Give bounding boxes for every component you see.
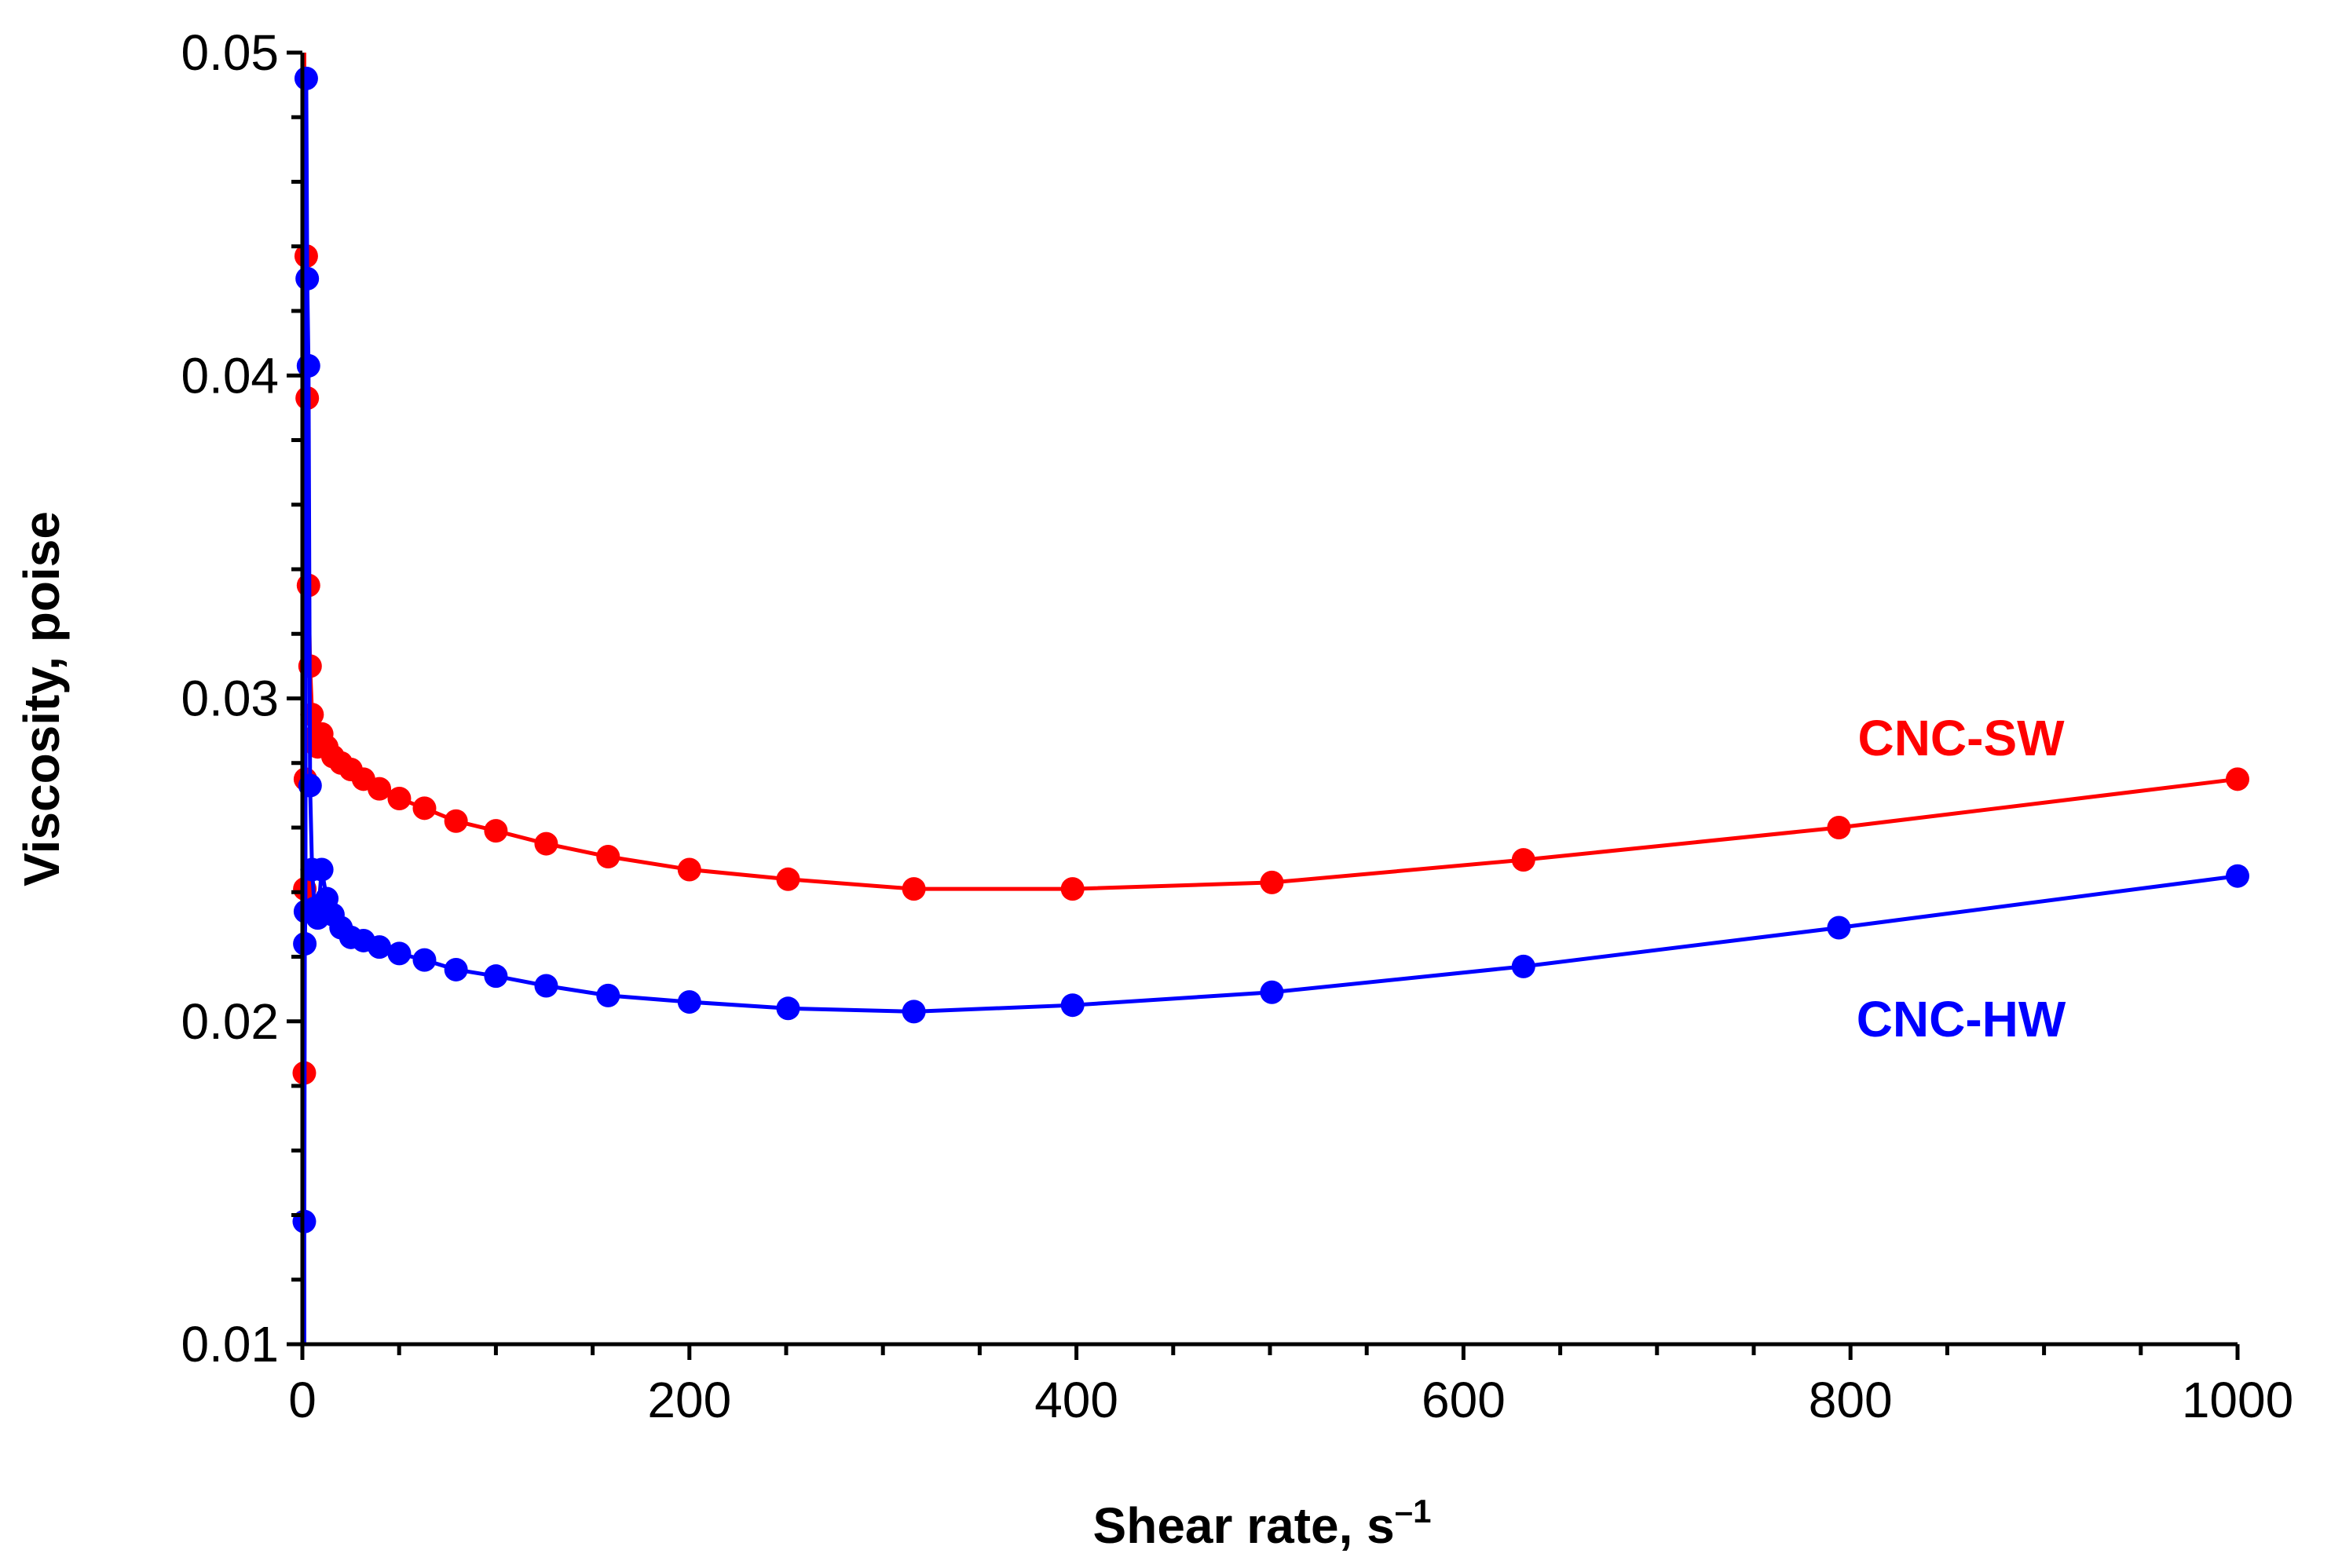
data-point-cnc-hw xyxy=(387,941,412,966)
data-point-cnc-hw xyxy=(412,948,437,972)
data-point-cnc-hw xyxy=(1060,993,1085,1018)
data-point-cnc-sw xyxy=(596,845,620,869)
data-point-cnc-hw xyxy=(534,974,558,998)
data-point-cnc-hw xyxy=(902,1000,926,1024)
x-tick-label: 200 xyxy=(647,1372,731,1428)
series-line-cnc-sw xyxy=(302,53,2238,1076)
data-point-cnc-hw xyxy=(1827,916,1851,940)
y-tick-label: 0.01 xyxy=(181,1316,279,1372)
data-point-cnc-sw xyxy=(1511,848,1535,872)
data-point-cnc-hw xyxy=(1260,980,1284,1004)
y-tick-label: 0.02 xyxy=(181,993,279,1050)
y-axis-title: Viscosity, poise xyxy=(13,511,70,886)
data-point-cnc-sw xyxy=(387,786,412,810)
data-point-cnc-sw xyxy=(444,809,468,833)
ticks-layer xyxy=(287,50,2240,1360)
labels-layer: Viscosity, poise Shear rate, s–1 CNC-SW … xyxy=(13,24,2293,1554)
series-label-cnc-hw: CNC-HW xyxy=(1857,991,2066,1047)
series-layer xyxy=(292,53,2249,1344)
data-point-cnc-sw xyxy=(534,832,558,856)
data-point-cnc-sw xyxy=(1827,816,1851,839)
data-point-cnc-sw xyxy=(484,819,508,843)
x-tick-label: 600 xyxy=(1422,1372,1506,1428)
data-point-cnc-hw xyxy=(2226,864,2249,888)
x-axis-title-superscript: –1 xyxy=(1395,1493,1432,1530)
x-tick-label: 0 xyxy=(288,1372,317,1428)
data-point-cnc-hw xyxy=(295,266,320,291)
data-point-cnc-sw xyxy=(677,857,701,882)
axes-layer xyxy=(287,50,2240,1360)
y-tick-label: 0.05 xyxy=(181,24,279,81)
x-tick-label: 1000 xyxy=(2182,1372,2293,1428)
x-axis-title: Shear rate, s–1 xyxy=(1093,1493,1432,1554)
data-point-cnc-hw xyxy=(309,857,334,882)
x-axis-title-text: Shear rate, s xyxy=(1093,1497,1395,1554)
data-point-cnc-hw xyxy=(484,964,508,989)
y-tick-label: 0.04 xyxy=(181,347,279,404)
x-tick-label: 800 xyxy=(1809,1372,1893,1428)
data-point-cnc-sw xyxy=(412,796,437,821)
y-tick-label: 0.03 xyxy=(181,671,279,727)
data-point-cnc-sw xyxy=(776,867,800,891)
data-point-cnc-sw xyxy=(1260,870,1284,894)
data-point-cnc-sw xyxy=(1060,877,1085,901)
data-point-cnc-sw xyxy=(902,877,926,901)
data-point-cnc-hw xyxy=(368,935,392,959)
data-point-cnc-sw xyxy=(2226,767,2249,791)
data-point-cnc-hw xyxy=(294,66,318,90)
data-point-cnc-hw xyxy=(677,990,701,1014)
data-point-cnc-hw xyxy=(1511,954,1535,978)
data-point-cnc-sw xyxy=(368,777,392,801)
data-point-cnc-hw xyxy=(293,932,317,956)
data-point-cnc-hw xyxy=(596,983,620,1007)
x-tick-label: 400 xyxy=(1034,1372,1118,1428)
data-point-cnc-hw xyxy=(444,957,468,981)
series-label-cnc-sw: CNC-SW xyxy=(1857,710,2065,766)
data-point-cnc-hw xyxy=(776,996,800,1021)
